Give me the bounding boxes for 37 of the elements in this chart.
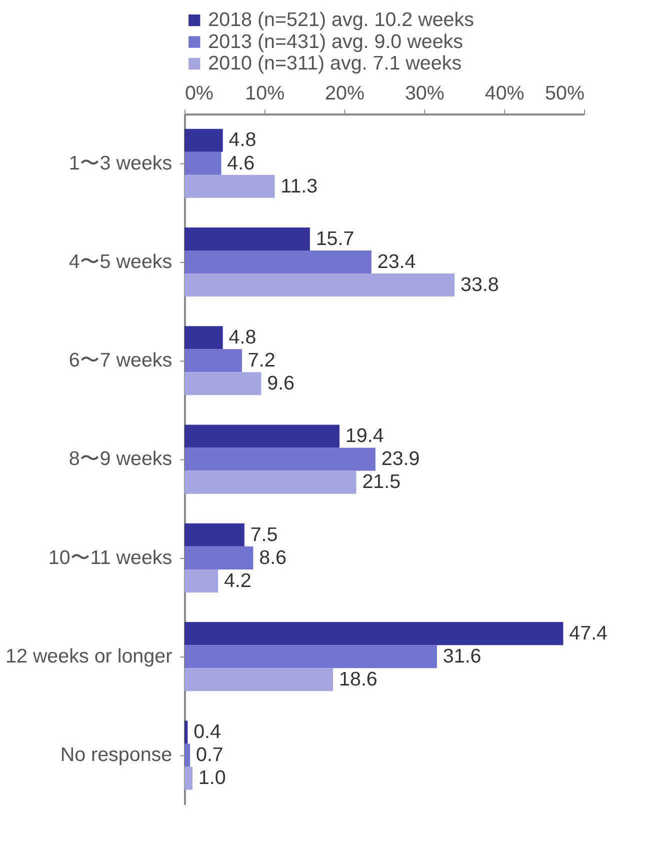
text: 18.6 (339, 668, 378, 691)
text: 19.4 (345, 425, 384, 448)
text: 31.6 (442, 646, 482, 668)
text: 9.6 (267, 372, 295, 395)
text: 4.8 (228, 326, 256, 349)
x-tick-label: 10% (245, 82, 285, 105)
x-tick-label: 50% (545, 82, 584, 105)
text: 11.3 (280, 175, 318, 198)
y-tick-label: 8〜9 weeks (68, 448, 172, 470)
text: 7.5 (250, 524, 278, 546)
legend-label: 2013 (n=431) avg. 9.0 weeks (208, 30, 464, 53)
text: 0.7 (196, 744, 224, 766)
text: 33.8 (460, 274, 499, 296)
y-tick-label: 6〜7 weeks (68, 350, 172, 372)
x-tick-label: 30% (404, 82, 444, 105)
y-tick-label: 12 weeks or longer (6, 646, 173, 668)
text: 23.4 (377, 250, 416, 273)
x-tick-label: 0% (184, 82, 214, 105)
text: 4.8 (228, 129, 256, 152)
text: 0.4 (194, 721, 222, 744)
x-tick-label: 40% (484, 82, 524, 105)
text: 21.5 (362, 471, 401, 494)
legend-label: 2018 (n=521) avg. 10.2 weeks (208, 9, 474, 32)
text: 23.9 (381, 448, 420, 470)
y-tick-label: 1〜3 weeks (68, 152, 172, 174)
text: 7.2 (248, 350, 276, 372)
legend-label: 2010 (n=311) avg. 7.1 weeks (208, 52, 462, 75)
text: 4.2 (224, 570, 252, 592)
x-tick-label: 20% (325, 82, 365, 105)
text: 47.4 (569, 622, 608, 644)
y-tick-label: 4〜5 weeks (68, 250, 172, 273)
text: 15.7 (316, 228, 354, 250)
y-tick-label: No response (60, 744, 172, 766)
text: 1.0 (198, 767, 226, 790)
text: 4.6 (227, 152, 255, 174)
text: 8.6 (259, 546, 287, 569)
y-tick-label: 10〜11 weeks (48, 546, 172, 569)
